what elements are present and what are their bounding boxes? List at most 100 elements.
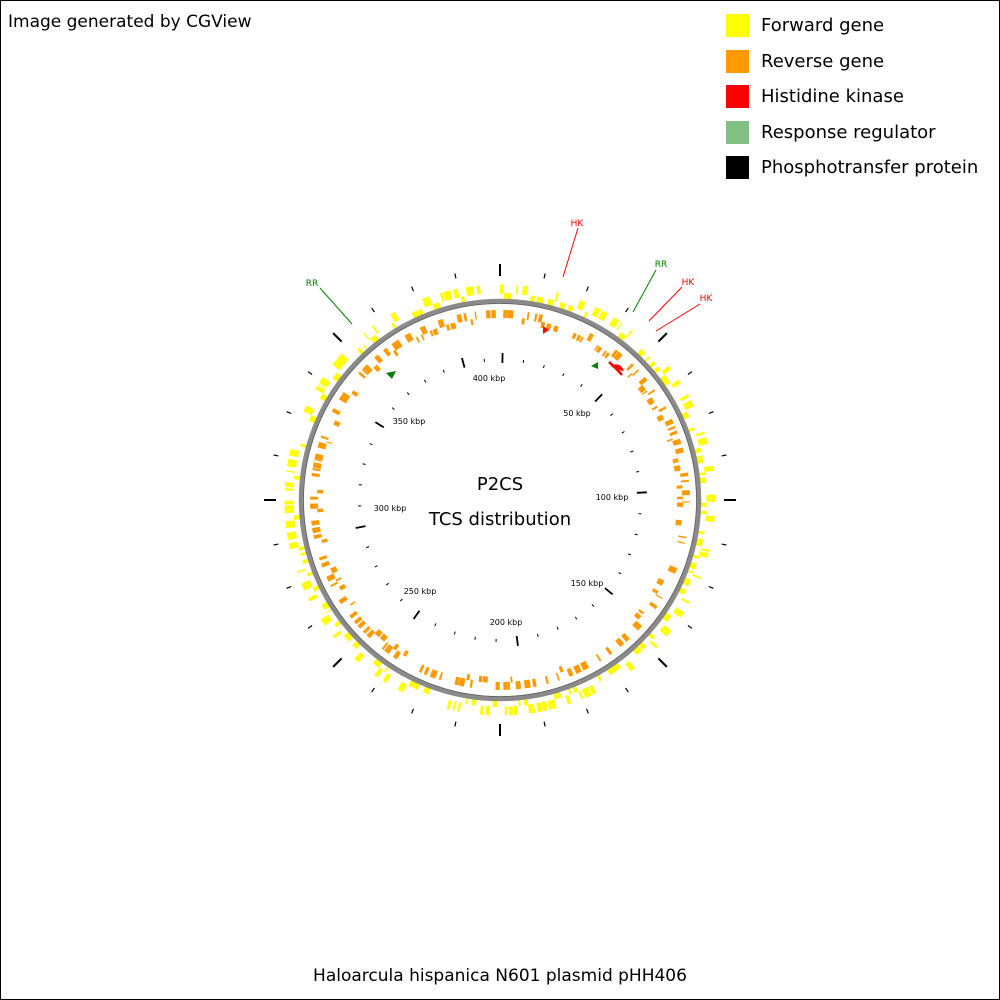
forward-gene — [423, 686, 431, 695]
ruler-minor-tick — [362, 463, 366, 465]
reverse-gene — [392, 650, 402, 660]
reverse-gene — [647, 389, 656, 396]
ruler-major-tick — [594, 393, 603, 403]
ruler-minor-tick — [634, 533, 638, 536]
forward-gene — [681, 411, 690, 420]
reverse-gene — [415, 336, 421, 343]
ruler-major-tick — [461, 357, 466, 368]
ruler-minor-tick — [442, 369, 445, 373]
reverse-gene — [523, 679, 531, 689]
forward-gene — [408, 680, 416, 689]
reverse-gene — [632, 620, 643, 631]
reverse-gene — [364, 627, 371, 634]
legend: Forward gene Reverse gene Histidine kina… — [726, 8, 978, 186]
legend-item-reverse-gene: Reverse gene — [726, 44, 978, 80]
forward-gene — [695, 538, 704, 547]
forward-gene — [352, 640, 361, 650]
ruler-label-150-kbp: 150 kbp — [571, 579, 604, 588]
forward-gene — [661, 365, 672, 375]
reverse-gene — [656, 414, 665, 422]
forward-gene — [343, 631, 354, 642]
forward-gene — [617, 331, 623, 339]
outer-minor-tick — [371, 687, 375, 693]
ruler-major-tick — [355, 525, 366, 529]
outer-major-tick — [332, 332, 343, 343]
reverse-gene — [575, 334, 582, 342]
reverse-gene — [318, 555, 328, 561]
reverse-gene — [423, 666, 430, 676]
reverse-gene — [667, 565, 678, 574]
forward-gene — [567, 688, 573, 695]
legend-label: Response regulator — [761, 121, 936, 143]
ruler-minor-tick — [453, 631, 456, 635]
forward-gene — [682, 399, 694, 411]
forward-gene — [326, 609, 332, 614]
reverse-gene — [454, 676, 460, 686]
forward-gene — [413, 682, 421, 691]
forward-gene — [576, 300, 586, 311]
reverse-gene — [338, 583, 347, 591]
ruler-minor-tick — [621, 431, 625, 434]
reverse-gene — [545, 323, 552, 331]
outer-minor-tick — [625, 307, 629, 313]
forward-gene — [696, 455, 704, 464]
outer-major-tick — [657, 332, 668, 343]
forward-gene — [308, 415, 317, 424]
forward-gene — [334, 620, 342, 628]
reverse-gene — [358, 371, 366, 379]
reverse-gene — [374, 628, 383, 638]
reverse-gene — [638, 376, 648, 386]
reverse-gene — [317, 441, 327, 450]
forward-gene — [598, 310, 608, 322]
reverse-gene — [391, 341, 400, 351]
callout-label-hk: HK — [682, 278, 696, 288]
forward-gene — [471, 699, 477, 706]
reverse-gene — [351, 390, 359, 397]
ruler-minor-tick — [636, 470, 640, 473]
reverse-gene-track — [310, 310, 690, 690]
reverse-gene — [651, 588, 659, 594]
forward-gene — [705, 515, 715, 523]
forward-gene — [374, 667, 383, 678]
legend-label: Reverse gene — [761, 50, 885, 72]
ruler-major-tick — [515, 635, 519, 647]
ruler-minor-tick — [610, 413, 614, 416]
reverse-gene — [392, 643, 400, 651]
reverse-gene — [312, 526, 321, 534]
feature-callouts: RR HK RR HK HK — [306, 219, 713, 332]
forward-gene — [659, 625, 672, 637]
reverse-gene — [438, 672, 444, 681]
ruler-minor-tick — [366, 546, 370, 549]
forward-gene — [536, 296, 544, 304]
reverse-gene — [349, 601, 356, 606]
outer-minor-tick — [721, 454, 727, 457]
forward-gene — [553, 691, 562, 700]
forward-gene — [588, 684, 597, 695]
forward-gene — [298, 546, 306, 551]
outer-minor-tick — [411, 286, 415, 292]
forward-gene — [337, 353, 349, 365]
reverse-gene — [404, 332, 414, 343]
forward-gene — [422, 296, 433, 308]
forward-gene — [547, 699, 557, 710]
ruler-minor-tick — [406, 392, 410, 396]
forward-gene — [354, 652, 365, 663]
reverse-gene — [555, 672, 560, 681]
ruler-minor-tick — [474, 636, 476, 640]
reverse-gene — [649, 601, 658, 610]
reverse-gene — [338, 394, 349, 404]
reverse-gene — [610, 349, 619, 358]
forward-gene — [362, 344, 368, 350]
reverse-gene — [655, 593, 663, 600]
callout-line-hk — [655, 303, 701, 332]
reverse-gene — [379, 633, 388, 642]
reverse-gene — [450, 322, 457, 330]
forward-gene — [662, 612, 672, 623]
histidine-kinase-marker — [543, 326, 549, 334]
reverse-gene — [320, 560, 330, 568]
outer-minor-tick — [371, 307, 375, 313]
reverse-gene — [437, 318, 446, 329]
forward-gene — [689, 561, 697, 570]
reverse-gene — [673, 465, 681, 472]
outer-minor-tick — [585, 286, 589, 292]
